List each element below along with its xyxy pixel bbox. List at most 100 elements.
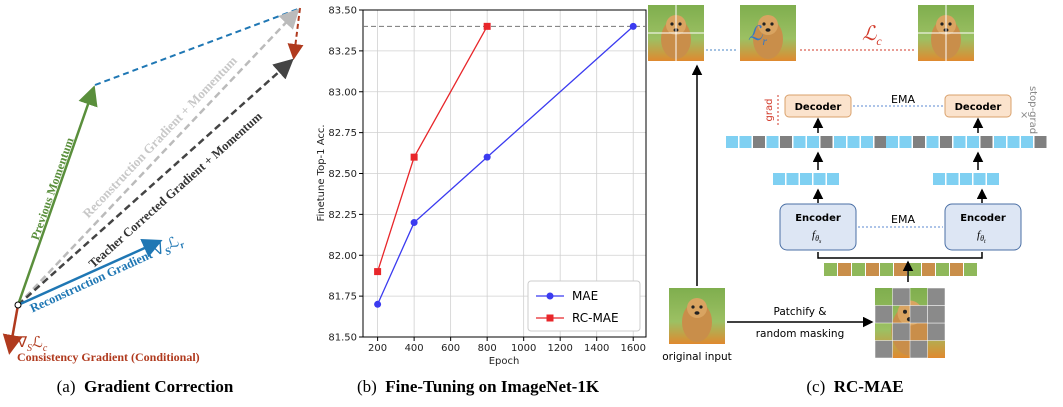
image-caption: original input <box>662 351 732 363</box>
encoder-label: Encoder <box>960 213 1006 224</box>
encoder <box>779 203 857 251</box>
mask-patch <box>874 305 893 324</box>
mask-patch <box>909 340 928 359</box>
token <box>899 136 912 148</box>
x-tick-label: 1200 <box>547 343 572 354</box>
patch <box>964 263 977 276</box>
panel-a: Previous Momentum Reconstruction Gradien… <box>2 7 304 364</box>
math: S <box>164 246 174 258</box>
token <box>1021 136 1033 148</box>
math: ∇ <box>16 335 28 351</box>
marker <box>410 153 418 161</box>
image <box>669 288 725 344</box>
marker <box>410 219 418 227</box>
patch <box>880 263 893 276</box>
step-label: random masking <box>756 328 845 340</box>
token <box>807 136 819 148</box>
mask-patch <box>909 305 928 324</box>
token <box>813 173 826 185</box>
caption-label: (a) <box>57 377 76 396</box>
caption-title: Gradient Correction <box>84 377 234 396</box>
dashed-arrow <box>94 8 299 86</box>
grad-label: grad <box>764 99 775 122</box>
math: θ <box>980 234 984 243</box>
mask-patch <box>874 340 893 359</box>
legend-label: MAE <box>572 289 598 303</box>
math: ℒ <box>32 335 43 351</box>
encoder-label: Encoder <box>795 213 841 224</box>
y-tick-label: 82.00 <box>328 251 357 262</box>
token <box>940 136 952 148</box>
mask-patch <box>892 322 911 341</box>
token <box>827 173 839 185</box>
patch <box>824 263 837 276</box>
tokens <box>726 136 1047 185</box>
token <box>766 136 779 148</box>
legend-label: RC-MAE <box>572 311 619 325</box>
y-axis-label: Finetune Top-1 Acc. <box>316 124 327 221</box>
label: ∇Sℒc <box>16 335 48 354</box>
math: θ <box>815 234 819 243</box>
mask-patch <box>927 322 946 341</box>
patch <box>922 263 935 276</box>
encoder-fn: fθt <box>977 229 986 245</box>
math: f <box>977 229 982 241</box>
y-tick-label: 81.50 <box>328 333 357 344</box>
token <box>960 173 972 185</box>
mask-patch <box>927 287 946 306</box>
token <box>946 173 959 185</box>
marker <box>629 22 637 30</box>
y-tick-label: 83.50 <box>328 6 357 17</box>
token <box>886 136 898 148</box>
loss-label: ℒr <box>748 23 767 48</box>
x-tick-label: 1400 <box>584 343 609 354</box>
ema-label: EMA <box>891 213 915 226</box>
mask-patch <box>927 305 946 324</box>
token <box>874 136 887 148</box>
math: c <box>876 34 882 48</box>
patch <box>936 263 949 276</box>
series-line <box>376 26 488 272</box>
token <box>780 136 792 148</box>
step-label: Patchify & <box>773 306 826 318</box>
patch <box>866 263 879 276</box>
y-tick-label: 82.75 <box>328 128 357 139</box>
patch-sequence <box>824 263 977 276</box>
dashed-arrow <box>17 58 294 306</box>
encoder-fn: fθs <box>812 229 822 245</box>
label: Consistency Gradient (Conditional) <box>17 350 200 364</box>
token <box>973 173 986 185</box>
mask-patch <box>892 287 911 306</box>
plot-frame <box>362 9 647 338</box>
token <box>861 136 873 148</box>
caption: (b) Fine-Tuning on ImageNet-1K <box>357 377 600 396</box>
math: f <box>812 229 817 241</box>
y-tick-label: 83.00 <box>328 87 357 98</box>
patch <box>852 263 865 276</box>
token <box>739 136 752 148</box>
y-tick-label: 81.75 <box>328 292 357 303</box>
decoder-label: Decoder <box>955 102 1002 113</box>
loss-label: ℒc <box>862 23 882 48</box>
token <box>786 173 799 185</box>
stop-icon: × <box>1020 110 1028 121</box>
token <box>913 136 925 148</box>
token <box>933 173 945 185</box>
legend-marker <box>546 314 554 322</box>
stop-grad-label: stop-grad <box>1027 86 1038 134</box>
math: s <box>819 239 822 245</box>
x-tick-label: 1000 <box>511 343 536 354</box>
marker <box>374 300 382 308</box>
dashed-arrow <box>17 8 300 306</box>
math: t <box>984 239 986 245</box>
token <box>773 173 785 185</box>
y-tick-label: 82.50 <box>328 169 357 180</box>
token <box>1007 136 1020 148</box>
math: r <box>178 240 186 252</box>
patch <box>838 263 851 276</box>
token <box>834 136 846 148</box>
arrow <box>16 85 98 306</box>
captions: (a) Gradient Correction (b) Fine-Tuning o… <box>57 377 904 396</box>
x-tick-label: 1600 <box>620 343 645 354</box>
